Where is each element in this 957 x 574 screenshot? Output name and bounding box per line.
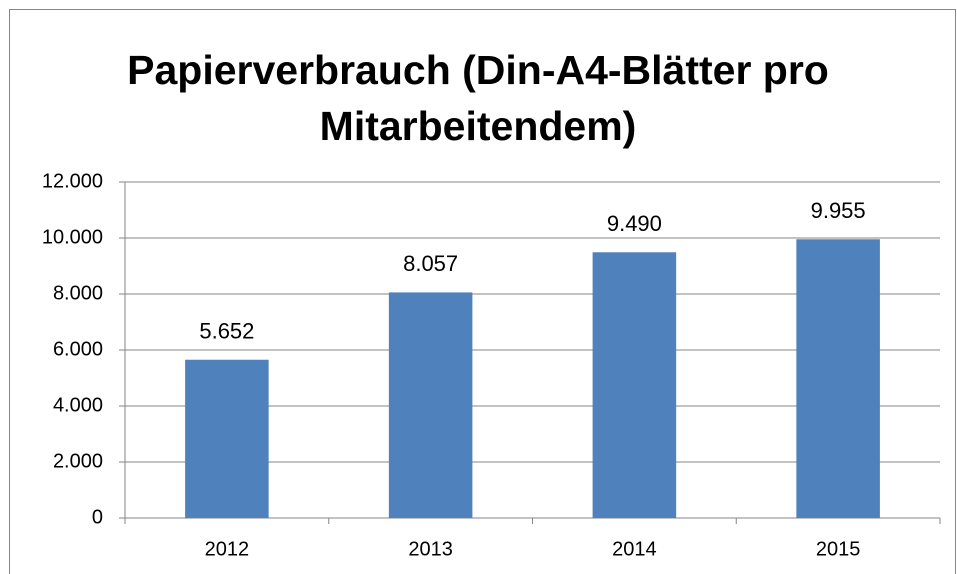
x-tick-label: 2014: [612, 538, 657, 560]
bar: [592, 252, 677, 518]
bar: [796, 239, 880, 518]
x-tick-label: 2015: [816, 538, 861, 560]
y-tick-label: 12.000: [42, 170, 103, 192]
y-tick-label: 4.000: [53, 394, 103, 416]
y-tick-label: 0: [92, 506, 103, 528]
x-tick-label: 2013: [408, 538, 453, 560]
data-label: 9.490: [607, 211, 662, 236]
y-tick-label: 10.000: [42, 226, 103, 248]
data-label: 5.652: [199, 319, 254, 344]
data-label: 8.057: [403, 251, 458, 276]
y-tick-label: 8.000: [53, 282, 103, 304]
y-tick-label: 2.000: [53, 450, 103, 472]
y-tick-label: 6.000: [53, 338, 103, 360]
chart-title: Papierverbrauch (Din-A4-Blätter pro Mita…: [127, 47, 829, 149]
data-label: 9.955: [811, 198, 866, 223]
bar: [388, 292, 473, 518]
chart-border: [9, 9, 956, 574]
x-tick-label: 2012: [205, 538, 250, 560]
bar: [185, 359, 269, 518]
